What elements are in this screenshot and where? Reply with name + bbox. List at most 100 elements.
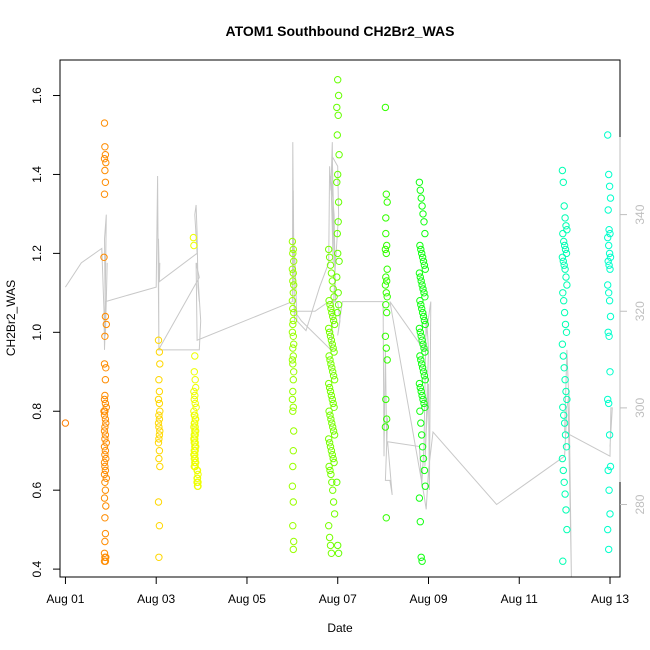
data-point <box>334 289 342 297</box>
data-point <box>381 245 390 254</box>
data-point <box>325 324 333 333</box>
data-point <box>382 214 390 222</box>
data-point <box>334 111 342 120</box>
data-point <box>100 427 109 435</box>
data-point <box>419 368 428 376</box>
data-point <box>289 447 297 455</box>
data-point <box>416 518 424 526</box>
data-point <box>417 194 425 202</box>
data-point <box>334 541 342 550</box>
right-y-tick-label: 300 <box>633 398 647 418</box>
data-point <box>563 525 571 534</box>
y-tick-label: 1.0 <box>30 324 44 341</box>
data-point <box>561 431 570 439</box>
data-point <box>100 470 109 479</box>
data-point <box>102 158 110 167</box>
data-point <box>288 237 297 246</box>
data-point <box>289 360 297 368</box>
data-point <box>329 372 338 380</box>
data-point <box>330 320 339 329</box>
data-point <box>334 76 342 84</box>
data-point <box>417 301 425 309</box>
data-point <box>101 451 109 459</box>
data-point <box>155 376 163 384</box>
x-axis-label: Date <box>327 621 353 635</box>
data-point <box>325 379 333 388</box>
data-point <box>562 249 571 258</box>
data-point <box>605 249 614 258</box>
x-tick-label: Aug 07 <box>319 592 357 606</box>
data-point <box>193 474 202 482</box>
data-point <box>290 308 298 317</box>
data-point <box>194 470 202 479</box>
data-point <box>606 368 614 376</box>
data-point <box>101 332 109 340</box>
data-point <box>289 462 297 471</box>
data-point <box>382 249 390 258</box>
data-point <box>418 281 426 289</box>
data-point <box>417 277 425 285</box>
data-point <box>334 170 342 179</box>
data-point <box>289 304 297 313</box>
data-point <box>417 387 425 396</box>
data-point <box>328 308 336 317</box>
data-point <box>326 443 335 451</box>
data-point <box>382 190 390 198</box>
data-point <box>326 466 334 475</box>
data-point <box>329 427 338 435</box>
data-point <box>155 522 164 530</box>
data-point <box>421 229 429 238</box>
data-point <box>562 387 570 396</box>
data-point <box>194 482 202 490</box>
data-point <box>289 320 297 329</box>
data-point <box>328 451 336 459</box>
data-point <box>420 316 429 325</box>
data-point <box>193 478 201 486</box>
data-point <box>334 249 342 258</box>
data-point <box>560 308 569 317</box>
data-point <box>101 376 110 384</box>
data-point <box>419 210 427 218</box>
data-point <box>604 525 612 534</box>
data-point <box>418 202 426 210</box>
data-point <box>155 431 164 439</box>
data-point <box>290 281 298 289</box>
data-point <box>288 265 297 273</box>
data-point <box>604 466 612 475</box>
data-point <box>417 245 425 254</box>
data-point <box>560 478 568 486</box>
data-point <box>335 257 343 265</box>
data-point <box>191 423 199 431</box>
data-point <box>101 143 109 151</box>
data-point <box>382 301 390 309</box>
data-point <box>559 557 567 565</box>
data-point <box>559 403 567 411</box>
data-point <box>383 277 391 285</box>
data-point <box>102 364 110 372</box>
data-point <box>606 462 615 471</box>
data-point <box>289 403 297 411</box>
data-point <box>383 356 391 364</box>
data-point <box>605 226 613 234</box>
data-point <box>101 399 110 408</box>
data-point <box>101 151 110 159</box>
data-point <box>101 529 110 538</box>
data-point <box>154 498 163 506</box>
right-y-tick-label: 280 <box>633 494 647 514</box>
data-point <box>606 265 614 273</box>
data-point <box>191 451 199 459</box>
data-point <box>101 423 109 431</box>
data-point <box>325 435 333 443</box>
data-point <box>420 344 428 352</box>
data-point <box>416 297 424 305</box>
x-tick-label: Aug 13 <box>591 592 629 606</box>
data-point <box>558 340 567 348</box>
data-point <box>101 486 110 494</box>
data-point <box>100 407 108 415</box>
data-point <box>326 387 335 396</box>
data-point <box>605 241 613 250</box>
data-point <box>288 482 297 490</box>
data-point <box>102 419 110 427</box>
right-axis-series-line <box>64 142 613 578</box>
data-point <box>190 387 198 396</box>
